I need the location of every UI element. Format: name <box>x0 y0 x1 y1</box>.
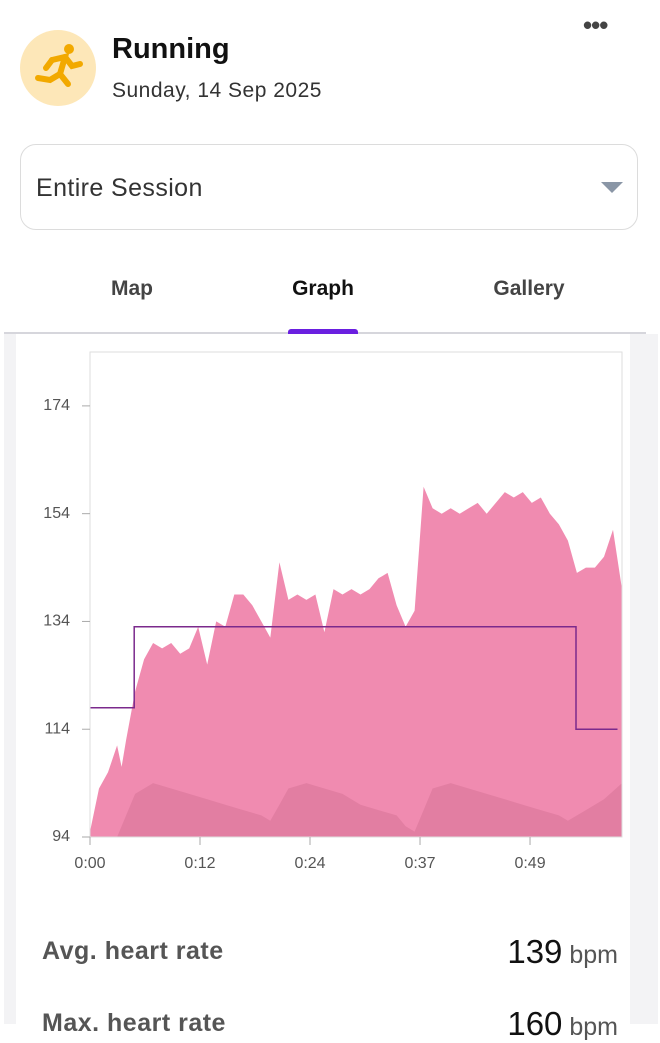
x-tick-label: 0:49 <box>514 855 545 872</box>
stat-value: 160 bpm <box>507 1005 618 1043</box>
area <box>90 783 622 837</box>
stat-unit: bpm <box>569 1013 618 1041</box>
tab[interactable]: Graph <box>292 277 354 300</box>
plot-frame <box>89 351 623 838</box>
stat-unit: bpm <box>569 941 618 969</box>
tab[interactable]: Gallery <box>493 277 565 300</box>
x-tick-label: 0:00 <box>74 855 105 872</box>
select-label: Entire Session <box>36 174 203 202</box>
x-tick-label: 0:37 <box>404 855 435 872</box>
stat-label: Avg. heart rate <box>42 937 224 965</box>
y-tick-label: 154 <box>43 505 70 522</box>
session-select[interactable]: Entire Session <box>20 144 638 230</box>
activity-date: Sunday, 14 Sep 2025 <box>112 79 322 102</box>
activity-title: Running <box>112 33 230 65</box>
y-tick-label: 114 <box>44 720 70 737</box>
x-tick-label: 0:12 <box>184 855 215 872</box>
x-tick-label: 0:24 <box>294 855 325 872</box>
stat-value: 139 bpm <box>507 933 618 971</box>
y-tick-label: 94 <box>52 828 70 845</box>
activity-icon <box>20 30 96 106</box>
stat-number: 139 <box>507 933 563 970</box>
tab[interactable]: Map <box>111 277 153 300</box>
y-tick-label: 174 <box>43 397 70 414</box>
dropdown-arrow <box>601 182 623 193</box>
line <box>90 626 618 730</box>
more-menu[interactable]: ••• <box>583 10 608 40</box>
chart: 94 114 134 154 174 0:00 0:12 0:24 0:37 0:49 <box>43 351 623 872</box>
y-tick-label: 134 <box>43 613 70 630</box>
tab-indicator <box>288 329 358 334</box>
area <box>90 486 622 837</box>
